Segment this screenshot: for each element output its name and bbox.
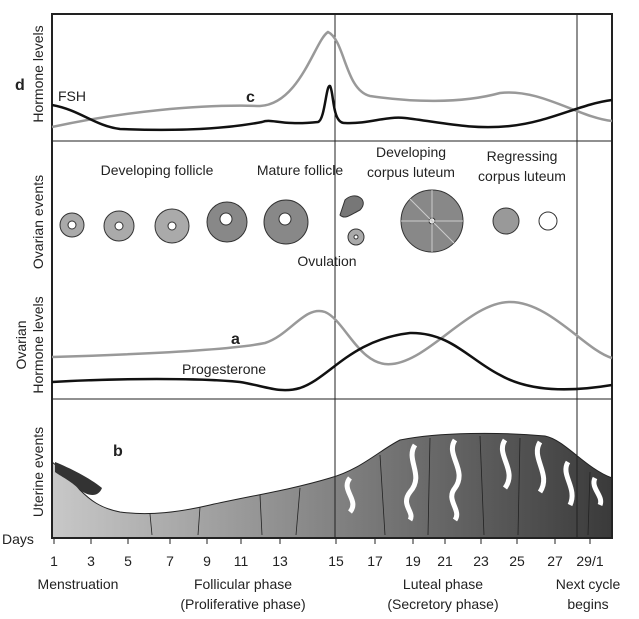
menstrual-shedding	[55, 462, 102, 495]
day-label: 9	[203, 553, 211, 569]
fsh-curve	[51, 84, 613, 132]
marker: b	[113, 443, 123, 460]
day-label: 29/1	[576, 553, 603, 569]
marker: c	[246, 89, 255, 106]
curve-label: FSH	[58, 88, 86, 104]
day-label: 5	[124, 553, 132, 569]
panel-label: Ovarian	[13, 320, 29, 369]
phase-label: (Secretory phase)	[387, 596, 498, 612]
panel-label: Uterine events	[30, 427, 46, 517]
phase-label: begins	[567, 596, 608, 612]
day-label: 23	[473, 553, 489, 569]
event-label: Ovulation	[297, 253, 356, 269]
day-label: 3	[87, 553, 95, 569]
panel-label: Hormone levels	[30, 296, 46, 393]
event-label: Developing follicle	[101, 162, 214, 178]
day-label: 15	[328, 553, 344, 569]
endometrial-vessels	[149, 435, 591, 536]
phase-label: Next cycle	[556, 576, 621, 592]
endometrium	[51, 432, 613, 539]
panel-label: Hormone levels	[30, 25, 46, 122]
follicles	[59, 189, 558, 253]
event-label: Regressing	[487, 148, 558, 164]
day-label: 11	[234, 553, 249, 569]
progesterone-curve	[51, 331, 613, 392]
marker: d	[15, 77, 25, 94]
phase-label: Menstruation	[38, 576, 119, 592]
day-label: 19	[405, 553, 421, 569]
day-label: 27	[547, 553, 563, 569]
day-label: 7	[166, 553, 174, 569]
endometrial-glands	[344, 438, 604, 522]
axis-label: Days	[2, 531, 34, 547]
lh-curve	[51, 30, 613, 129]
event-label: corpus luteum	[478, 168, 566, 184]
day-label: 21	[437, 553, 453, 569]
phase-label: Luteal phase	[403, 576, 483, 592]
phase-label: Follicular phase	[194, 576, 292, 592]
estrogen-curve	[51, 300, 613, 366]
event-label: corpus luteum	[367, 164, 455, 180]
frame	[51, 13, 613, 539]
panel-label: Ovarian events	[30, 175, 46, 269]
marker: a	[231, 331, 240, 348]
event-label: Developing	[376, 144, 446, 160]
phase-label: (Proliferative phase)	[180, 596, 305, 612]
curve-label: Progesterone	[182, 361, 266, 377]
day-label: 25	[509, 553, 525, 569]
event-label: Mature follicle	[257, 162, 344, 178]
day-label: 17	[367, 553, 383, 569]
day-label: 1	[50, 553, 58, 569]
day-label: 13	[272, 553, 288, 569]
